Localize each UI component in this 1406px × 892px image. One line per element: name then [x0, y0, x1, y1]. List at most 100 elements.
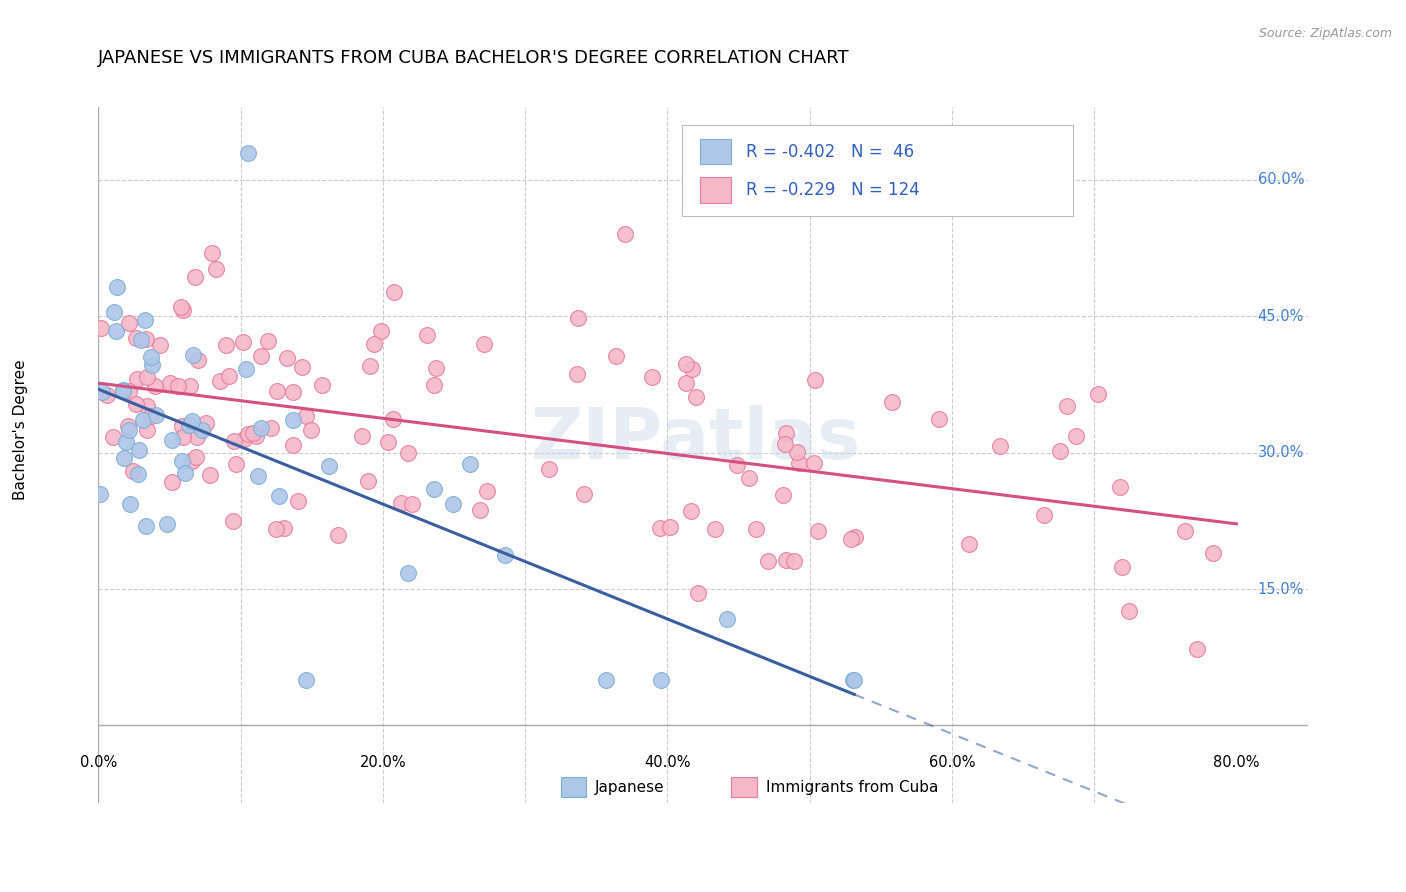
Point	[1056, 400, 1078, 414]
Point	[1109, 480, 1132, 494]
Point	[295, 673, 318, 687]
Point	[101, 429, 124, 443]
Point	[218, 368, 240, 383]
Point	[880, 395, 903, 409]
Point	[287, 494, 309, 508]
Point	[357, 475, 380, 489]
Point	[475, 483, 498, 498]
Point	[704, 522, 727, 536]
Point	[605, 349, 627, 363]
Point	[377, 434, 399, 449]
Point	[143, 379, 166, 393]
FancyBboxPatch shape	[682, 125, 1073, 216]
Point	[294, 409, 316, 424]
Point	[844, 673, 866, 687]
Point	[401, 497, 423, 511]
Point	[681, 504, 703, 518]
Point	[772, 488, 794, 502]
Point	[134, 312, 156, 326]
Point	[567, 311, 589, 326]
Text: 20.0%: 20.0%	[360, 755, 406, 770]
Point	[537, 462, 560, 476]
Point	[789, 456, 811, 470]
Point	[988, 439, 1011, 453]
Point	[233, 433, 256, 447]
Bar	[731, 777, 756, 797]
Point	[382, 285, 405, 299]
Point	[112, 450, 135, 465]
Point	[117, 418, 139, 433]
Text: 45.0%: 45.0%	[1258, 309, 1305, 324]
Point	[842, 673, 865, 687]
Point	[468, 503, 491, 517]
Point	[595, 673, 617, 687]
Text: 30.0%: 30.0%	[1258, 445, 1305, 460]
Point	[370, 324, 392, 338]
Point	[170, 419, 193, 434]
Point	[90, 321, 112, 335]
Point	[121, 464, 143, 478]
Point	[441, 497, 464, 511]
Point	[186, 430, 208, 444]
Point	[204, 262, 226, 277]
Point	[359, 359, 381, 373]
Bar	[561, 777, 586, 797]
Point	[162, 475, 184, 489]
Point	[675, 357, 697, 371]
Point	[640, 370, 662, 384]
Bar	[700, 139, 731, 164]
Point	[145, 408, 167, 422]
Point	[118, 423, 141, 437]
Point	[716, 611, 738, 625]
Point	[1066, 429, 1088, 443]
Point	[267, 489, 290, 503]
Point	[180, 414, 202, 428]
Point	[613, 227, 636, 242]
Point	[281, 438, 304, 452]
Point	[179, 379, 201, 393]
Point	[650, 673, 672, 687]
Point	[167, 379, 190, 393]
Point	[803, 456, 825, 470]
Text: JAPANESE VS IMMIGRANTS FROM CUBA BACHELOR'S DEGREE CORRELATION CHART: JAPANESE VS IMMIGRANTS FROM CUBA BACHELO…	[98, 49, 851, 67]
Point	[174, 467, 197, 481]
Point	[264, 522, 287, 536]
Point	[136, 423, 159, 437]
Point	[132, 413, 155, 427]
Point	[184, 270, 207, 285]
Point	[806, 524, 828, 539]
Point	[131, 333, 153, 347]
Point	[198, 467, 221, 482]
Point	[105, 324, 128, 338]
Point	[141, 358, 163, 372]
Point	[209, 374, 232, 388]
Text: 80.0%: 80.0%	[1213, 755, 1260, 770]
Point	[148, 338, 170, 352]
Point	[194, 416, 217, 430]
Point	[135, 518, 157, 533]
Point	[118, 497, 141, 511]
Point	[283, 413, 305, 427]
Point	[246, 469, 269, 483]
Point	[738, 471, 761, 485]
Text: 15.0%: 15.0%	[1258, 582, 1305, 597]
Text: 40.0%: 40.0%	[644, 755, 690, 770]
Point	[775, 553, 797, 567]
Point	[256, 334, 278, 348]
Point	[1049, 443, 1071, 458]
Point	[681, 361, 703, 376]
Point	[472, 337, 495, 351]
Point	[363, 336, 385, 351]
Point	[1111, 560, 1133, 574]
Point	[187, 353, 209, 368]
Point	[281, 384, 304, 399]
Point	[659, 520, 682, 534]
Point	[685, 390, 707, 404]
Point	[103, 304, 125, 318]
Point	[245, 429, 267, 443]
Point	[117, 316, 139, 330]
Point	[191, 423, 214, 437]
Point	[128, 443, 150, 458]
Point	[222, 514, 245, 528]
Point	[844, 530, 866, 544]
